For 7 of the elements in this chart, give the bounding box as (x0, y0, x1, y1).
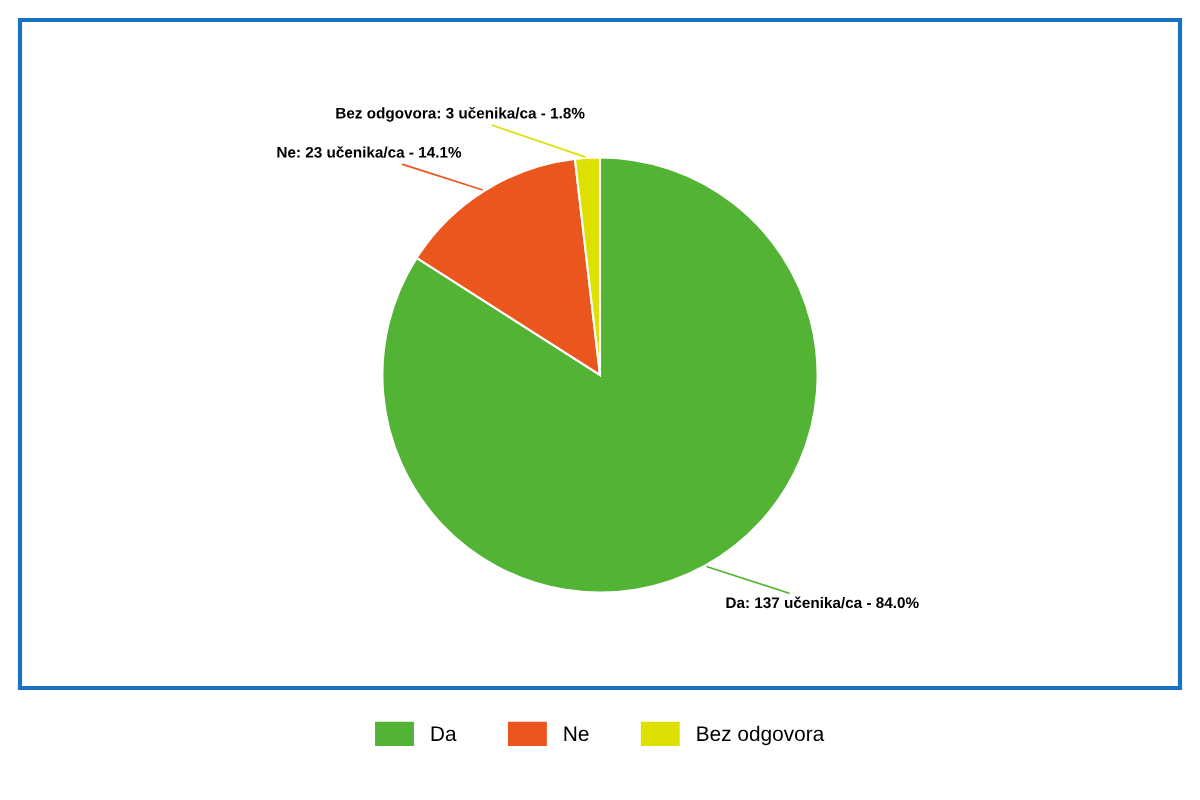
pie-slice (381, 156, 819, 594)
data-label: Bez odgovora: 3 učenika/ca - 1.8% (336, 106, 585, 122)
data-label: Ne: 23 učenika/ca - 14.1% (277, 146, 462, 158)
legend-label: Ne (564, 726, 589, 742)
data-label: Da: 137 učenika/ca - 84.0% (726, 596, 919, 609)
legend-label: Da (431, 726, 457, 742)
legend-label: Bez odgovora (697, 725, 825, 746)
